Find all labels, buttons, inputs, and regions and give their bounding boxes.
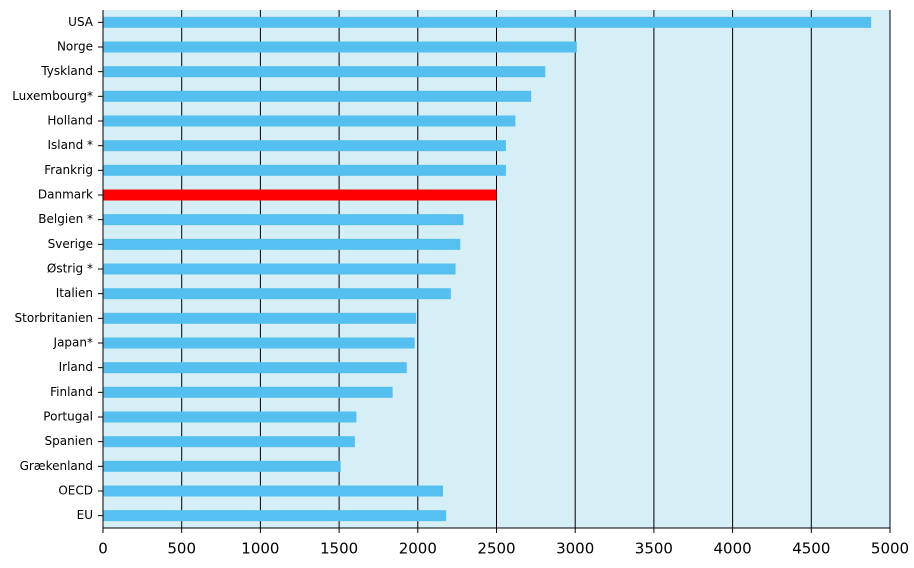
bar xyxy=(103,510,447,522)
y-tick-label: Finland xyxy=(50,385,93,399)
y-tick-label: Frankrig xyxy=(44,163,93,177)
y-tick-label: OECD xyxy=(58,484,93,498)
x-tick-label: 2000 xyxy=(399,540,437,558)
bar xyxy=(103,312,417,324)
bar xyxy=(103,41,577,53)
y-tick-label: Luxembourg* xyxy=(12,89,93,103)
bar xyxy=(103,485,443,497)
bar xyxy=(103,460,341,472)
y-tick-label: Italien xyxy=(56,286,93,300)
y-tick-label: Island * xyxy=(47,138,93,152)
y-tick-label: Sverige xyxy=(48,237,93,251)
bar xyxy=(103,90,532,102)
x-tick-label: 5000 xyxy=(871,540,909,558)
bar xyxy=(103,164,506,176)
y-tick-label: Irland xyxy=(59,360,93,374)
x-tick-label: 3000 xyxy=(556,540,594,558)
bar xyxy=(103,115,516,127)
y-tick-label: Østrig * xyxy=(47,262,93,276)
y-tick-label: USA xyxy=(68,15,94,29)
y-tick-label: Holland xyxy=(47,114,93,128)
bar xyxy=(103,16,872,28)
x-tick-label: 3500 xyxy=(635,540,673,558)
bar xyxy=(103,238,461,250)
x-tick-label: 500 xyxy=(167,540,196,558)
bar xyxy=(103,66,546,78)
bar xyxy=(103,411,357,423)
bar xyxy=(103,386,393,398)
x-tick-label: 0 xyxy=(98,540,108,558)
bar xyxy=(103,140,506,152)
bar xyxy=(103,288,451,300)
y-tick-label: Portugal xyxy=(43,410,93,424)
bar xyxy=(103,337,415,349)
x-tick-label: 2500 xyxy=(477,540,515,558)
bar xyxy=(103,362,407,374)
x-tick-label: 4000 xyxy=(714,540,752,558)
bar xyxy=(103,436,355,448)
x-tick-label: 1000 xyxy=(241,540,279,558)
y-tick-label: Danmark xyxy=(38,188,93,202)
x-tick-label: 4500 xyxy=(792,540,830,558)
y-tick-label: Tyskland xyxy=(40,64,93,78)
y-tick-label: Storbritanien xyxy=(15,311,93,325)
y-tick-label: Japan* xyxy=(53,336,93,350)
bar xyxy=(103,189,497,201)
bar xyxy=(103,263,456,275)
x-tick-label: 1500 xyxy=(320,540,358,558)
y-tick-label: EU xyxy=(77,508,93,522)
bar xyxy=(103,214,464,226)
y-tick-label: Grækenland xyxy=(20,459,93,473)
y-tick-label: Belgien * xyxy=(38,212,93,226)
y-tick-label: Norge xyxy=(57,40,93,54)
y-tick-label: Spanien xyxy=(44,434,93,448)
